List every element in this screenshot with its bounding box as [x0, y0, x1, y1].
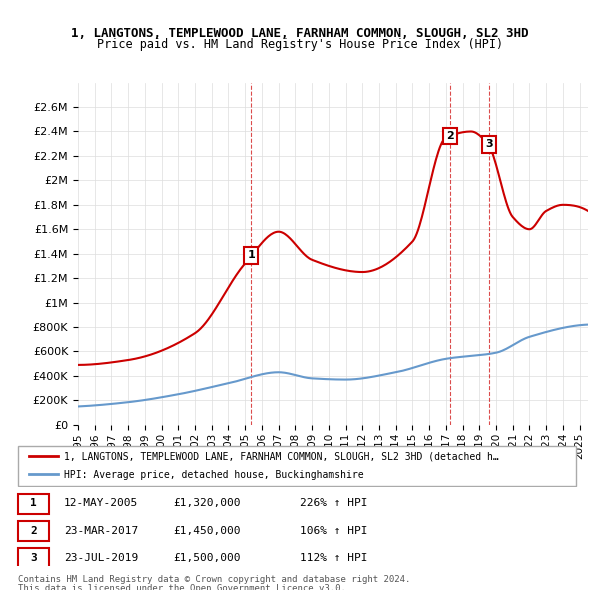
FancyBboxPatch shape — [18, 521, 49, 541]
FancyBboxPatch shape — [18, 548, 49, 568]
Text: 112% ↑ HPI: 112% ↑ HPI — [300, 553, 367, 563]
Text: 1, LANGTONS, TEMPLEWOOD LANE, FARNHAM COMMON, SLOUGH, SL2 3HD: 1, LANGTONS, TEMPLEWOOD LANE, FARNHAM CO… — [71, 27, 529, 40]
Text: 1, LANGTONS, TEMPLEWOOD LANE, FARNHAM COMMON, SLOUGH, SL2 3HD (detached h…: 1, LANGTONS, TEMPLEWOOD LANE, FARNHAM CO… — [64, 451, 499, 461]
Text: 1: 1 — [30, 499, 37, 509]
Text: £1,500,000: £1,500,000 — [173, 553, 241, 563]
Text: 2: 2 — [446, 131, 454, 141]
Text: 1: 1 — [247, 251, 255, 261]
Text: 23-JUL-2019: 23-JUL-2019 — [64, 553, 138, 563]
Text: 106% ↑ HPI: 106% ↑ HPI — [300, 526, 367, 536]
Text: £1,320,000: £1,320,000 — [173, 499, 241, 509]
Text: 226% ↑ HPI: 226% ↑ HPI — [300, 499, 367, 509]
Text: 2: 2 — [30, 526, 37, 536]
Text: 3: 3 — [30, 553, 37, 563]
Text: HPI: Average price, detached house, Buckinghamshire: HPI: Average price, detached house, Buck… — [64, 470, 364, 480]
Text: £1,450,000: £1,450,000 — [173, 526, 241, 536]
Text: 3: 3 — [485, 139, 493, 149]
Text: This data is licensed under the Open Government Licence v3.0.: This data is licensed under the Open Gov… — [18, 584, 346, 590]
Text: Price paid vs. HM Land Registry's House Price Index (HPI): Price paid vs. HM Land Registry's House … — [97, 38, 503, 51]
Text: Contains HM Land Registry data © Crown copyright and database right 2024.: Contains HM Land Registry data © Crown c… — [18, 575, 410, 584]
FancyBboxPatch shape — [18, 494, 49, 514]
Text: 12-MAY-2005: 12-MAY-2005 — [64, 499, 138, 509]
FancyBboxPatch shape — [18, 446, 577, 486]
Text: 23-MAR-2017: 23-MAR-2017 — [64, 526, 138, 536]
